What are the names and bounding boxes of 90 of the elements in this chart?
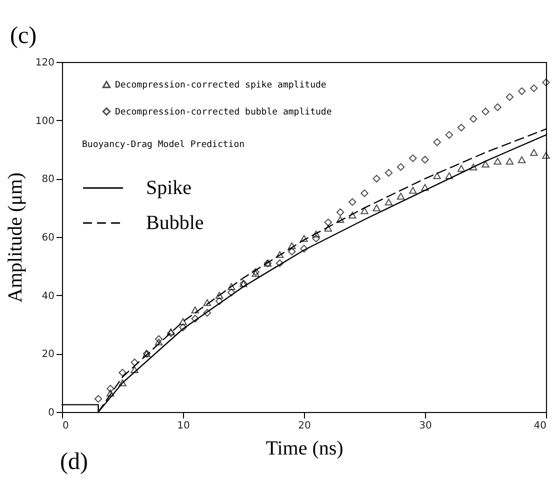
point (228, 283, 236, 290)
point (252, 268, 260, 276)
y-tick-label: 0 (48, 408, 54, 418)
point (396, 192, 405, 200)
point (118, 379, 126, 386)
point (118, 368, 126, 376)
legend-label: Spike (146, 177, 192, 199)
point (433, 138, 441, 146)
point (300, 244, 308, 253)
legend-title: Buoyancy-Drag Model Prediction (82, 140, 245, 150)
point (482, 108, 490, 116)
point (215, 297, 224, 306)
point (360, 207, 368, 214)
point (215, 292, 224, 299)
y-tick-label: 60 (42, 232, 54, 244)
point (445, 172, 454, 180)
point (203, 308, 212, 317)
point (167, 329, 175, 338)
point (276, 251, 284, 258)
point (372, 174, 380, 183)
x-axis-title: Time (ns) (266, 438, 344, 460)
point (384, 168, 393, 177)
point (130, 358, 138, 366)
x-tick-label: 40 (534, 420, 546, 432)
text: (c) (10, 23, 37, 49)
point (506, 93, 514, 101)
point (191, 314, 199, 323)
point (300, 235, 308, 242)
point (191, 306, 199, 314)
point (324, 218, 332, 226)
point (457, 124, 466, 132)
point (482, 160, 490, 168)
point (154, 338, 163, 346)
y-tick-label: 40 (42, 290, 54, 302)
point (288, 242, 296, 250)
point (276, 259, 284, 268)
point (94, 395, 102, 403)
legend-label: Decompression-corrected spike amplitude (115, 80, 326, 90)
y-axis-title: Amplitude (μm) (4, 172, 26, 303)
legend-label: Bubble (146, 212, 204, 234)
x-tick-label: 0 (62, 420, 69, 432)
point (470, 164, 478, 170)
point (179, 324, 187, 332)
point (470, 115, 478, 123)
point (288, 248, 296, 256)
point (530, 149, 538, 156)
point (396, 163, 405, 171)
point (433, 172, 441, 180)
point (312, 234, 320, 242)
point (457, 165, 466, 172)
legend-label: Decompression-corrected bubble amplitude (115, 108, 332, 118)
point (167, 328, 175, 336)
point (421, 156, 429, 164)
point (372, 204, 380, 212)
point (494, 158, 502, 165)
point (409, 154, 417, 162)
point (106, 390, 114, 396)
point (336, 216, 344, 223)
point (421, 184, 429, 191)
y-tick-label: 120 (35, 58, 54, 68)
y-tick-label: 100 (35, 116, 54, 127)
point (518, 87, 526, 96)
point (530, 84, 538, 92)
point (252, 270, 260, 277)
point (506, 158, 514, 165)
x-tick-label: 30 (419, 420, 432, 432)
point (409, 186, 417, 194)
point (312, 230, 320, 238)
point (106, 384, 114, 393)
point (494, 103, 502, 112)
point (130, 366, 138, 374)
x-tick-label: 20 (298, 420, 311, 432)
point (324, 224, 332, 232)
point (542, 78, 550, 86)
point (228, 288, 236, 296)
point (542, 152, 550, 159)
point (360, 189, 368, 198)
point (154, 335, 163, 343)
y-tick-label: 80 (42, 174, 54, 186)
point (348, 212, 356, 219)
point (384, 198, 393, 206)
y-tick-label: 20 (42, 349, 54, 360)
point (445, 131, 454, 139)
point (336, 208, 344, 216)
text: (d) (60, 449, 88, 475)
x-tick-label: 10 (177, 420, 190, 432)
point (348, 198, 356, 206)
point (203, 299, 212, 306)
point (179, 318, 187, 325)
point (518, 156, 526, 164)
